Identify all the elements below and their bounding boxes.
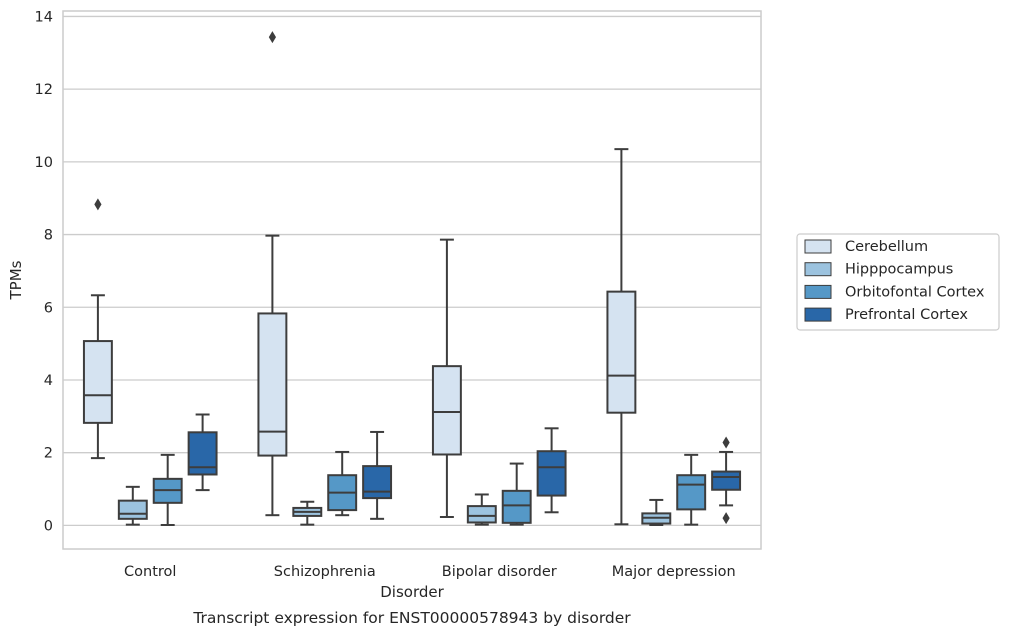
legend-swatch <box>804 307 832 322</box>
legend-swatch <box>804 262 832 277</box>
outlier-point <box>722 436 730 449</box>
x-tick-label: Bipolar disorder <box>442 564 557 580</box>
y-tick-label: 12 <box>35 82 53 98</box>
legend-label: Prefrontal Cortex <box>845 307 968 323</box>
box-iqr <box>82 340 113 424</box>
box-iqr <box>466 505 497 524</box>
y-tick-label: 4 <box>44 373 53 389</box>
box-iqr <box>536 450 567 497</box>
box-0-2 <box>431 238 462 519</box>
y-axis-label: TPMs <box>7 260 25 300</box>
box-0-3 <box>606 148 637 526</box>
x-tick-labels: Control Schizophrenia Bipolar disorder Majo… <box>124 564 736 580</box>
box-2-2 <box>501 462 532 526</box>
box-3-0 <box>187 413 218 492</box>
box-iqr <box>117 499 148 520</box>
box-1-3 <box>641 498 672 527</box>
box-iqr <box>501 489 532 524</box>
legend: Cerebellum Hipppocampus Orbitofontal Corte… <box>796 233 1000 331</box>
box-iqr <box>606 290 637 414</box>
x-axis-label: Disorder <box>380 583 444 601</box>
x-tick-label: Control <box>124 564 176 580</box>
box-iqr <box>431 365 462 456</box>
box-1-2 <box>466 493 497 526</box>
box-0-0 <box>82 198 113 460</box>
box-3-1 <box>362 430 393 520</box>
y-tick-label: 0 <box>44 518 53 534</box>
y-tick-labels: 0 2 4 6 8 10 12 14 <box>35 9 53 534</box>
chart-caption: Transcript expression for ENST0000057894… <box>192 609 631 627</box>
legend-swatch <box>804 284 832 299</box>
box-iqr <box>676 474 707 511</box>
legend-frame <box>796 233 1000 331</box>
y-tick-label: 10 <box>35 155 53 171</box>
box-iqr <box>362 465 393 500</box>
box-2-1 <box>327 450 358 517</box>
legend-label: Orbitofontal Cortex <box>845 284 985 300</box>
plot-area-frame <box>62 10 762 550</box>
outlier-point <box>94 198 102 211</box>
outlier-point <box>268 31 276 44</box>
outlier-point <box>722 512 730 525</box>
y-gridlines <box>63 15 761 527</box>
box-iqr <box>257 312 288 457</box>
legend-swatch <box>804 239 832 254</box>
box-3-2 <box>536 427 567 514</box>
box-2-0 <box>152 453 183 527</box>
box-groups <box>82 31 742 527</box>
legend-label: Hipppocampus <box>845 262 953 278</box>
x-tick-label: Major depression <box>612 564 736 580</box>
y-tick-label: 8 <box>44 228 53 244</box>
box-0-1 <box>257 31 288 517</box>
y-tick-label: 6 <box>44 300 53 316</box>
box-1-0 <box>117 485 148 526</box>
x-tick-label: Schizophrenia <box>274 564 376 580</box>
box-iqr <box>711 470 742 491</box>
y-tick-label: 2 <box>44 446 53 462</box>
box-2-3 <box>676 453 707 526</box>
box-3-3 <box>711 436 742 525</box>
legend-label: Cerebellum <box>845 239 928 255</box>
box-1-1 <box>292 500 323 526</box>
y-tick-label: 14 <box>35 9 53 25</box>
